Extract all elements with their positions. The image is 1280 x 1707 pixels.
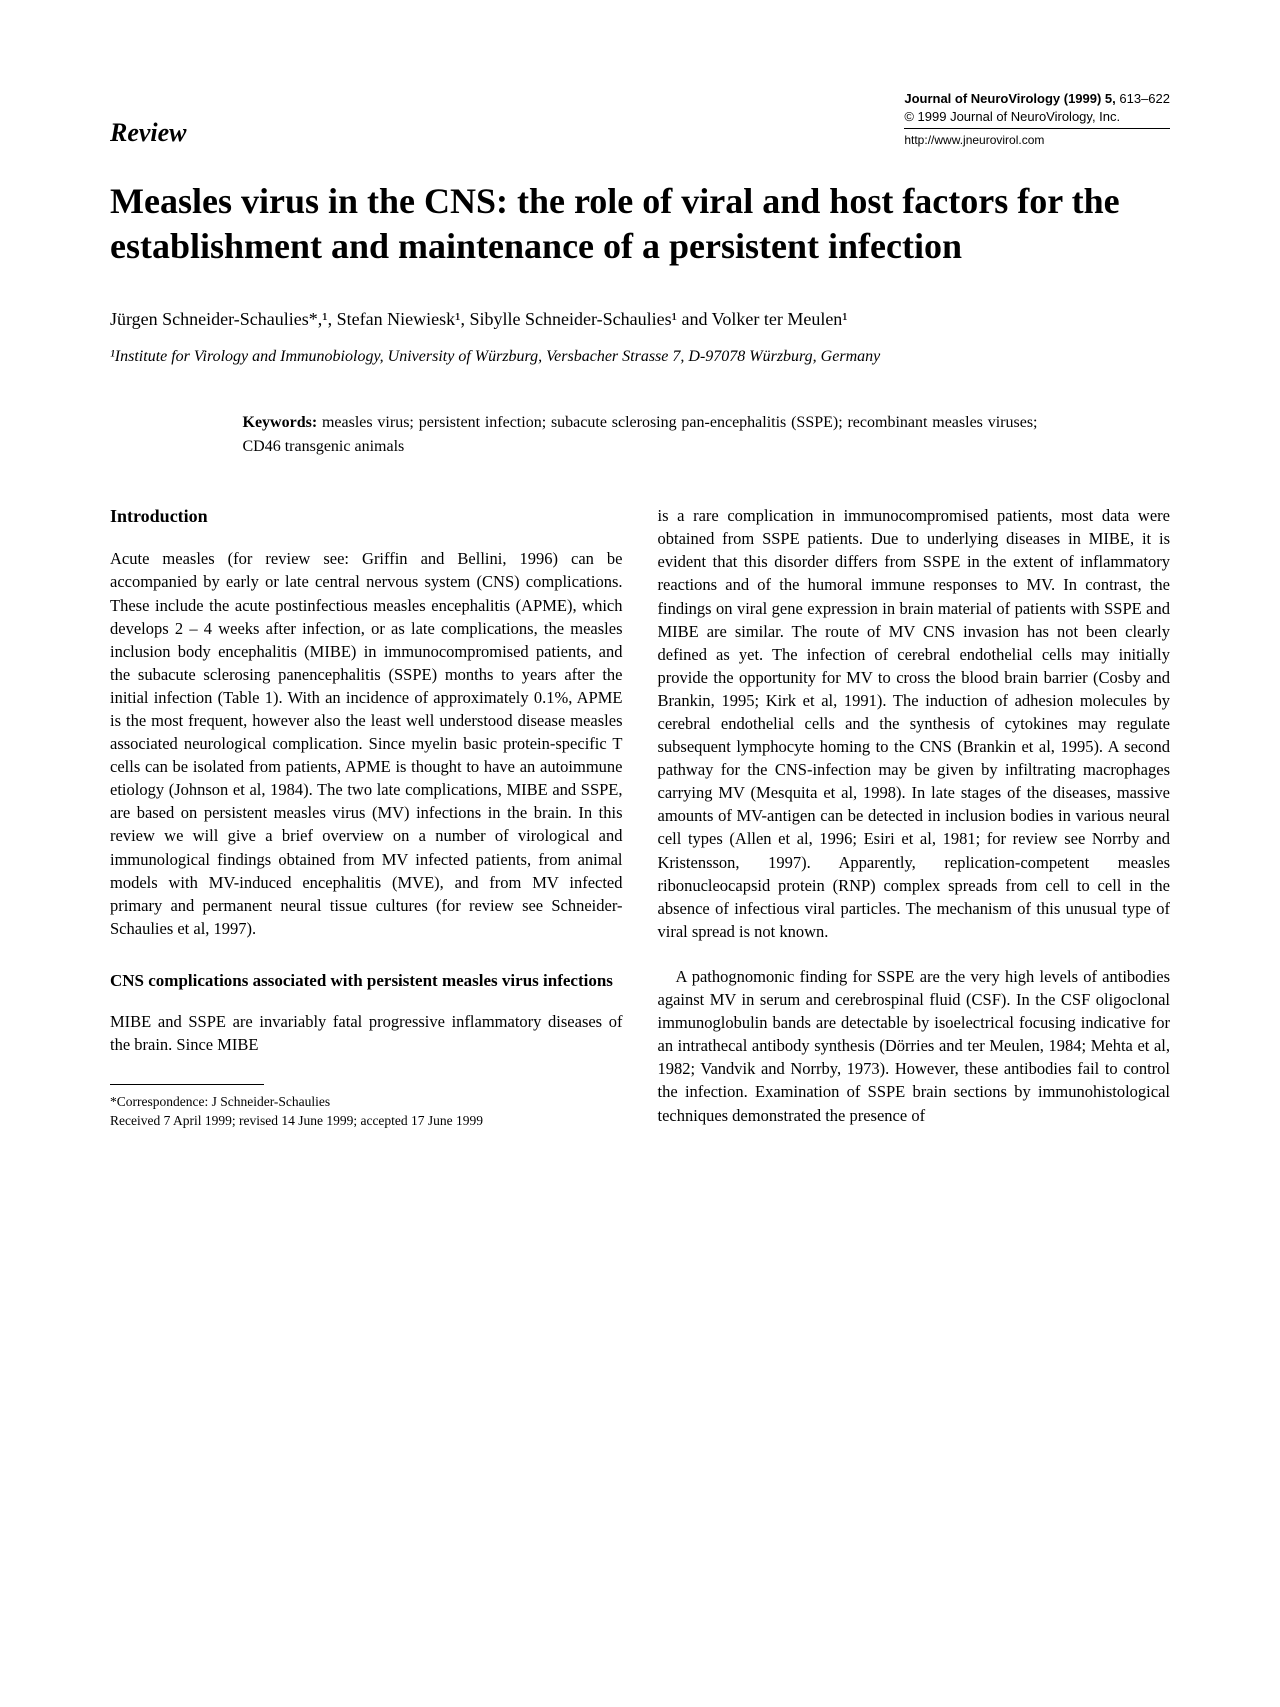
footnote-divider: [110, 1084, 264, 1085]
journal-pages: 613–622: [1116, 91, 1170, 106]
introduction-heading: Introduction: [110, 504, 623, 529]
article-type-label: Review: [110, 118, 187, 148]
keywords-text: measles virus; persistent infection; sub…: [243, 414, 1038, 455]
column-right: is a rare complication in immunocompromi…: [658, 504, 1171, 1131]
authors-line: Jürgen Schneider-Schaulies*,¹, Stefan Ni…: [110, 309, 1170, 330]
paper-title: Measles virus in the CNS: the role of vi…: [110, 179, 1170, 269]
journal-title: Journal of NeuroVirology (1999) 5,: [904, 91, 1115, 106]
body-columns: Introduction Acute measles (for review s…: [110, 504, 1170, 1131]
correspondence-footnote: *Correspondence: J Schneider-Schaulies: [110, 1093, 623, 1112]
column-left: Introduction Acute measles (for review s…: [110, 504, 623, 1131]
header-row: Review Journal of NeuroVirology (1999) 5…: [110, 90, 1170, 149]
dates-footnote: Received 7 April 1999; revised 14 June 1…: [110, 1112, 623, 1131]
keywords-block: Keywords: measles virus; persistent infe…: [243, 411, 1038, 459]
intro-paragraph-1: Acute measles (for review see: Griffin a…: [110, 547, 623, 940]
col2-paragraph-2: A pathognomonic finding for SSPE are the…: [658, 965, 1171, 1127]
journal-copyright: © 1999 Journal of NeuroVirology, Inc.: [904, 108, 1170, 126]
journal-url: http://www.jneurovirol.com: [904, 128, 1170, 149]
col2-paragraph-1: is a rare complication in immunocompromi…: [658, 504, 1171, 943]
keywords-label: Keywords:: [243, 414, 318, 431]
journal-title-line: Journal of NeuroVirology (1999) 5, 613–6…: [904, 90, 1170, 108]
cns-paragraph-1: MIBE and SSPE are invariably fatal progr…: [110, 1010, 623, 1056]
cns-complications-heading: CNS complications associated with persis…: [110, 970, 623, 992]
affiliation-line: ¹Institute for Virology and Immunobiolog…: [110, 348, 1170, 366]
journal-info-block: Journal of NeuroVirology (1999) 5, 613–6…: [904, 90, 1170, 149]
